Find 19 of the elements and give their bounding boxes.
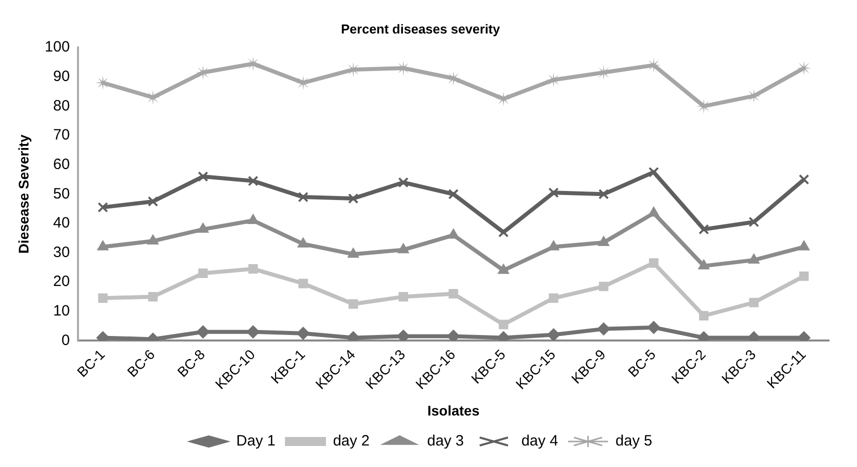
legend-label: day 3	[427, 432, 464, 450]
chart-title: Percent diseases severity	[341, 21, 501, 36]
y-tick-label: 10	[53, 302, 70, 320]
y-tick-label: 40	[53, 214, 70, 232]
y-tick-label: 20	[53, 273, 70, 290]
y-tick-label: 80	[53, 97, 70, 114]
x-axis-title: Isolates	[427, 402, 480, 418]
legend-label: day 2	[332, 432, 370, 450]
y-tick-label: 60	[53, 156, 70, 173]
y-tick-label: 100	[44, 38, 70, 56]
y-axis-title: Diesease Severity	[15, 134, 32, 254]
y-tick-label: 0	[61, 332, 70, 349]
y-tick-label: 50	[53, 185, 70, 202]
y-tick-label: 70	[53, 126, 70, 144]
y-tick-label: 90	[53, 68, 70, 86]
legend-label: day 4	[521, 432, 558, 450]
y-tick-label: 30	[53, 244, 70, 261]
legend-label: day 5	[616, 432, 652, 450]
legend-label: Day 1	[236, 432, 276, 450]
